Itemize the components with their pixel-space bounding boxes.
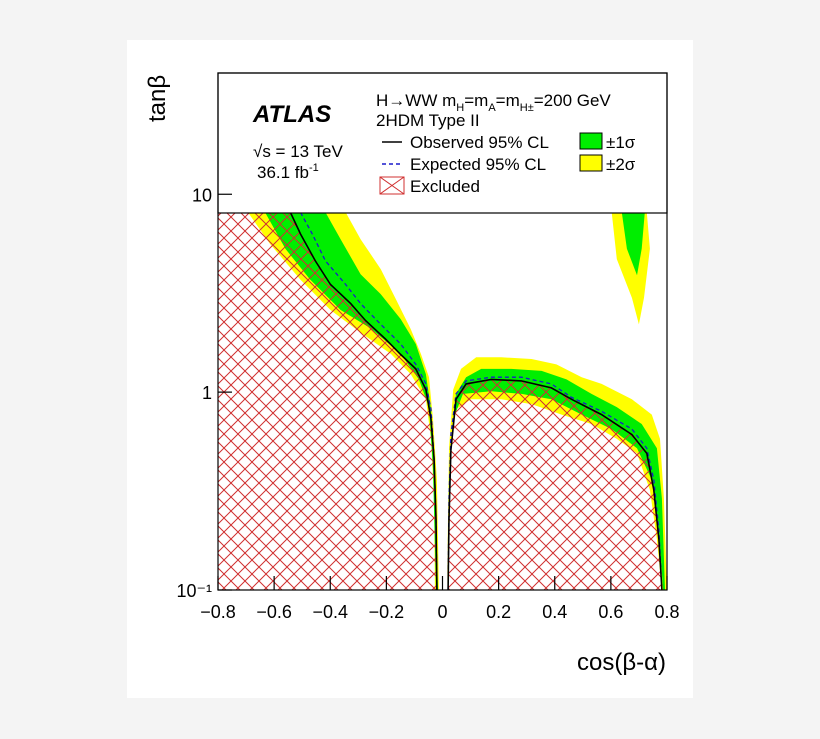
process-part: =200 GeV <box>534 91 612 110</box>
model-label: 2HDM Type II <box>376 111 480 130</box>
y-tick-label: 1 <box>202 383 212 403</box>
process-part: =m <box>496 91 520 110</box>
x-tick-label: 0 <box>437 602 447 622</box>
x-tick-label: −0.4 <box>312 602 348 622</box>
process-label: H→WW mH=mA=mH±=200 GeV <box>376 91 611 114</box>
energy-label: √s = 13 TeV <box>253 142 343 161</box>
x-tick-label: −0.6 <box>256 602 292 622</box>
observed-line <box>289 212 663 591</box>
excluded-region <box>218 212 662 590</box>
x-tick-label: −0.8 <box>200 602 236 622</box>
process-part: H→WW m <box>376 91 456 110</box>
lumi-part: -1 <box>309 162 319 174</box>
legend-label: ±2σ <box>606 155 636 174</box>
process-part: H <box>456 102 464 114</box>
process-part: A <box>488 102 496 114</box>
legend-label: ±1σ <box>606 133 636 152</box>
process-part: H± <box>520 102 534 114</box>
x-axis-label: cos(β-α) <box>577 649 666 676</box>
legend-symbol <box>379 176 405 195</box>
x-tick-label: 0.6 <box>598 602 623 622</box>
axes: −0.8 −0.6 −0.4 −0.2 0 0.2 0.4 0.6 0.8 10⁻¹ 1 10 <box>176 185 679 622</box>
band <box>265 212 665 590</box>
x-tick-label: 0.4 <box>542 602 567 622</box>
x-tick-label: 0.2 <box>486 602 511 622</box>
legend-label: Excluded <box>410 177 480 196</box>
process-part: =m <box>464 91 488 110</box>
plot-data <box>218 212 667 591</box>
lumi-part: 36.1 fb <box>257 163 309 182</box>
x-tick-label: 0.8 <box>654 602 679 622</box>
legend-label: Expected 95% CL <box>410 155 546 174</box>
lumi-label: 36.1 fb-1 <box>257 162 319 182</box>
y-tick-label: 10 <box>192 185 212 205</box>
legend-symbol <box>579 132 603 150</box>
legend-symbol <box>579 154 603 172</box>
x-tick-label: −0.2 <box>369 602 405 622</box>
experiment-label: ATLAS <box>252 101 331 128</box>
legend-label: Observed 95% CL <box>410 133 549 152</box>
y-axis-label: tanβ <box>144 75 171 122</box>
y-tick-label: 10⁻¹ <box>176 581 212 601</box>
legend: Observed 95% CL Expected 95% CL Excluded ±1… <box>379 132 636 196</box>
